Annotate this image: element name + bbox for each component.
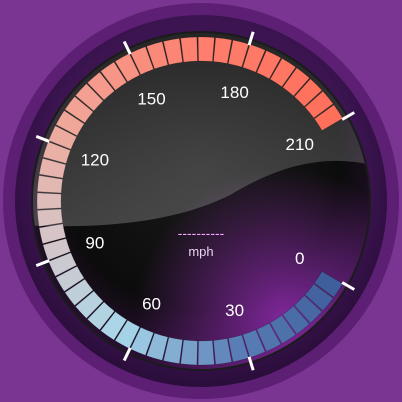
band-segment — [294, 78, 323, 107]
major-tick — [341, 281, 356, 291]
band-segment — [36, 192, 62, 210]
scale-label: 180 — [220, 83, 248, 102]
band-segment — [256, 50, 282, 80]
band-segment — [86, 301, 115, 331]
scale-label: 30 — [225, 301, 244, 320]
band-segment — [48, 125, 78, 150]
band-segment — [48, 252, 78, 277]
band-segment — [197, 340, 215, 366]
unit-label: mph — [188, 244, 213, 259]
band-segment — [269, 314, 297, 344]
band-segment — [74, 83, 104, 112]
band-segment — [42, 141, 71, 164]
band-segment — [269, 58, 297, 88]
scale-label: 90 — [85, 234, 104, 253]
band-segment — [313, 271, 344, 298]
band-segment — [130, 326, 154, 356]
band-segment — [55, 265, 85, 292]
major-tick — [247, 356, 255, 371]
band-segment — [282, 67, 310, 97]
band-segment — [213, 37, 233, 64]
major-ticks — [35, 31, 356, 371]
band-segment — [313, 104, 344, 131]
band-segment — [55, 110, 85, 137]
band-segment — [227, 39, 250, 68]
band-segment — [74, 290, 104, 319]
band-segment — [100, 311, 128, 341]
band-segment — [227, 334, 250, 363]
band-segment — [146, 41, 169, 70]
band-segment — [304, 90, 334, 119]
band-segment — [86, 71, 115, 101]
major-tick — [122, 40, 132, 55]
band-segment — [163, 336, 183, 364]
band-segment — [38, 223, 67, 245]
band-segment — [130, 46, 154, 76]
band-segment — [38, 157, 67, 179]
scale-label: 0 — [295, 249, 304, 268]
scale-labels: 0 30 60 90 120 150 180 210 — [81, 83, 314, 320]
band-segment — [180, 339, 198, 366]
band-segment — [213, 338, 233, 365]
band-segment — [242, 44, 266, 73]
band-segment — [114, 319, 141, 349]
band-segment — [242, 329, 266, 358]
band-segment — [114, 53, 141, 83]
major-tick — [122, 347, 132, 362]
band-segment — [42, 238, 71, 261]
speed-band — [36, 36, 344, 366]
band-segment — [64, 96, 94, 124]
band-segment — [304, 283, 334, 312]
band-segment — [256, 322, 282, 352]
band-segment — [282, 305, 310, 335]
band-segment — [100, 61, 128, 91]
band-segment — [294, 295, 323, 324]
band-segment — [163, 38, 183, 66]
band-segment — [180, 36, 198, 63]
band-segment — [64, 278, 94, 306]
band-segment — [36, 175, 64, 194]
scale-label: 120 — [81, 150, 109, 169]
scale-label: 60 — [142, 295, 161, 314]
band-segment — [36, 208, 64, 227]
major-tick — [35, 259, 50, 268]
scale-label: 210 — [286, 135, 314, 154]
band-segment — [146, 332, 169, 361]
major-tick — [247, 31, 255, 46]
speed-readout: ---------- — [178, 225, 225, 241]
major-tick — [341, 111, 356, 121]
scale-label: 150 — [137, 89, 165, 108]
major-tick — [35, 134, 50, 143]
band-segment — [197, 36, 215, 62]
